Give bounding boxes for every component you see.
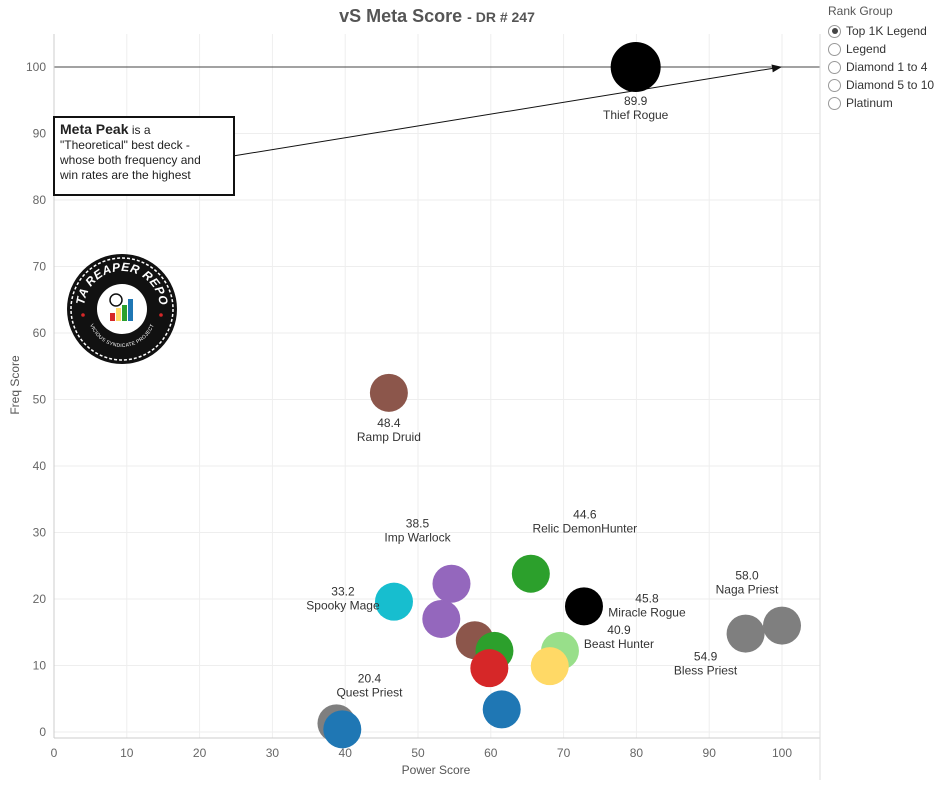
x-tick-label: 60 (484, 746, 498, 760)
data-label-score: 45.8 (635, 591, 659, 605)
chart-title: vS Meta Score - DR # 247 (54, 6, 820, 27)
legend-item-diamond-1-to-4[interactable]: Diamond 1 to 4 (828, 58, 946, 76)
data-point[interactable] (323, 710, 362, 749)
legend-item-label: Diamond 1 to 4 (846, 60, 928, 74)
x-tick-label: 20 (193, 746, 207, 760)
y-tick-label: 70 (33, 260, 47, 274)
meta-peak-annotation: Meta Peak is a "Theoretical" best deck -… (53, 116, 235, 196)
data-label-score: 33.2 (331, 585, 355, 599)
y-tick-label: 50 (33, 393, 47, 407)
data-label-name: Spooky Mage (306, 599, 380, 613)
chart-subtitle: - DR # 247 (467, 9, 535, 25)
data-label-name: Imp Warlock (384, 531, 451, 545)
data-point[interactable] (763, 606, 801, 645)
data-reaper-logo: DATA REAPER REPORT VICIOUS SYNDICATE PRO… (61, 242, 178, 365)
axes: 0 10 20 30 40 50 60 70 80 90 100 0 10 20 30 40 50 60 70 80 9… (8, 34, 821, 780)
radio-button[interactable] (828, 78, 841, 92)
legend-item-label: Legend (846, 42, 887, 56)
x-tick-label: 40 (339, 746, 353, 760)
data-point[interactable] (369, 373, 408, 412)
legend-item-top-1k-legend[interactable]: Top 1K Legend (828, 22, 946, 40)
x-tick-label: 30 (266, 746, 280, 760)
x-tick-label: 50 (411, 746, 425, 760)
annotation-title: Meta Peak (60, 121, 129, 137)
y-tick-label: 20 (33, 592, 47, 606)
y-axis-title: Freq Score (8, 355, 22, 415)
chart-title-main: vS Meta Score (339, 6, 463, 26)
data-label-name: Relic DemonHunter (532, 522, 637, 536)
data-points (317, 42, 801, 749)
data-label-score: 89.9 (624, 94, 648, 108)
legend-item-label: Diamond 5 to 10 (846, 78, 935, 92)
radio-button[interactable] (828, 96, 841, 110)
radio-button[interactable] (828, 60, 841, 74)
data-point[interactable] (564, 587, 603, 626)
data-label-name: Ramp Druid (357, 430, 421, 444)
legend-title: Rank Group (828, 4, 893, 18)
data-point[interactable] (482, 690, 521, 729)
legend-item-legend[interactable]: Legend (828, 40, 946, 58)
x-axis-title: Power Score (402, 763, 471, 777)
legend-item-diamond-5-to-10[interactable]: Diamond 5 to 10 (828, 76, 946, 94)
data-label-name: Quest Priest (336, 685, 403, 699)
x-tick-label: 100 (772, 746, 792, 760)
radio-button[interactable] (828, 24, 841, 38)
y-tick-label: 0 (39, 725, 46, 739)
x-tick-label: 70 (557, 746, 571, 760)
data-point[interactable] (610, 42, 661, 92)
rank-group-legend: Rank Group Top 1K Legend Legend Diamond … (828, 4, 946, 112)
x-tick-label: 10 (120, 746, 134, 760)
legend-item-label: Top 1K Legend (846, 24, 927, 38)
legend-item-label: Platinum (846, 96, 893, 110)
data-label-name: Beast Hunter (584, 637, 654, 651)
x-tick-label: 90 (703, 746, 717, 760)
data-point[interactable] (374, 582, 413, 621)
data-label-score: 20.4 (358, 671, 382, 685)
y-tick-label: 60 (33, 326, 47, 340)
y-tick-label: 100 (26, 60, 46, 74)
annotation-text-2: "Theoretical" best deck - (60, 138, 190, 152)
data-point[interactable] (432, 564, 471, 603)
data-label-name: Thief Rogue (603, 108, 669, 122)
data-label-score: 44.6 (573, 508, 597, 522)
data-label-name: Bless Priest (674, 664, 738, 678)
y-tick-label: 40 (33, 459, 47, 473)
meta-peak-arrow (232, 64, 782, 157)
annotation-text-4: win rates are the highest (60, 168, 191, 182)
data-label-name: Miracle Rogue (608, 605, 686, 619)
x-tick-label: 80 (630, 746, 644, 760)
y-tick-label: 90 (33, 127, 47, 141)
annotation-text-3: whose both frequency and (60, 153, 201, 167)
y-tick-label: 80 (33, 193, 47, 207)
data-label-score: 38.5 (406, 517, 430, 531)
data-point[interactable] (511, 554, 550, 593)
data-label-score: 58.0 (735, 569, 759, 583)
data-point[interactable] (422, 599, 461, 638)
y-tick-label: 10 (33, 659, 47, 673)
data-point[interactable] (530, 647, 569, 686)
y-tick-label: 30 (33, 526, 47, 540)
data-point[interactable] (726, 614, 765, 653)
x-tick-label: 0 (51, 746, 58, 760)
data-label-score: 48.4 (377, 416, 401, 430)
data-point[interactable] (470, 649, 509, 688)
data-label-score: 54.9 (694, 650, 718, 664)
legend-item-platinum[interactable]: Platinum (828, 94, 946, 112)
annotation-text-1: is a (128, 123, 151, 137)
data-label-score: 40.9 (607, 623, 631, 637)
data-label-name: Naga Priest (716, 583, 779, 597)
radio-button[interactable] (828, 42, 841, 56)
